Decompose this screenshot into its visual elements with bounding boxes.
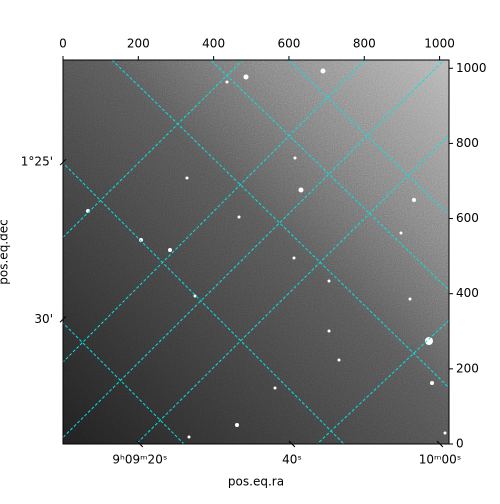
y-axis-label: pos.eq.dec xyxy=(0,219,11,284)
bottom-tick xyxy=(136,440,144,448)
bottom-tick-label: 40ˢ xyxy=(282,453,302,467)
left-tick xyxy=(59,315,67,323)
sky-image xyxy=(63,60,449,444)
right-tick-label: 1000 xyxy=(456,61,487,75)
plot-frame xyxy=(62,59,450,445)
top-tick-label: 1000 xyxy=(424,37,455,51)
top-tick-label: 0 xyxy=(59,37,67,51)
right-tick-label: 800 xyxy=(456,136,479,150)
bottom-tick xyxy=(436,440,444,448)
right-tick-label: 600 xyxy=(456,211,479,225)
bottom-tick-label: 9ʰ09ᵐ20ˢ xyxy=(112,453,167,467)
coordinate-grid xyxy=(63,60,449,444)
left-tick-label: 30' xyxy=(34,312,53,326)
left-tick xyxy=(59,158,67,166)
right-tick-label: 200 xyxy=(456,361,479,375)
top-tick-label: 800 xyxy=(353,37,376,51)
left-tick-label: 1°25' xyxy=(21,155,53,169)
top-tick-label: 400 xyxy=(202,37,225,51)
top-tick-label: 200 xyxy=(127,37,150,51)
bottom-tick-label: 10ᵐ00ˢ xyxy=(419,453,462,467)
top-tick-label: 600 xyxy=(277,37,300,51)
right-tick-label: 0 xyxy=(456,437,464,451)
x-axis-label: pos.eq.ra xyxy=(228,475,284,489)
bottom-tick xyxy=(288,440,296,448)
right-tick-label: 400 xyxy=(456,286,479,300)
